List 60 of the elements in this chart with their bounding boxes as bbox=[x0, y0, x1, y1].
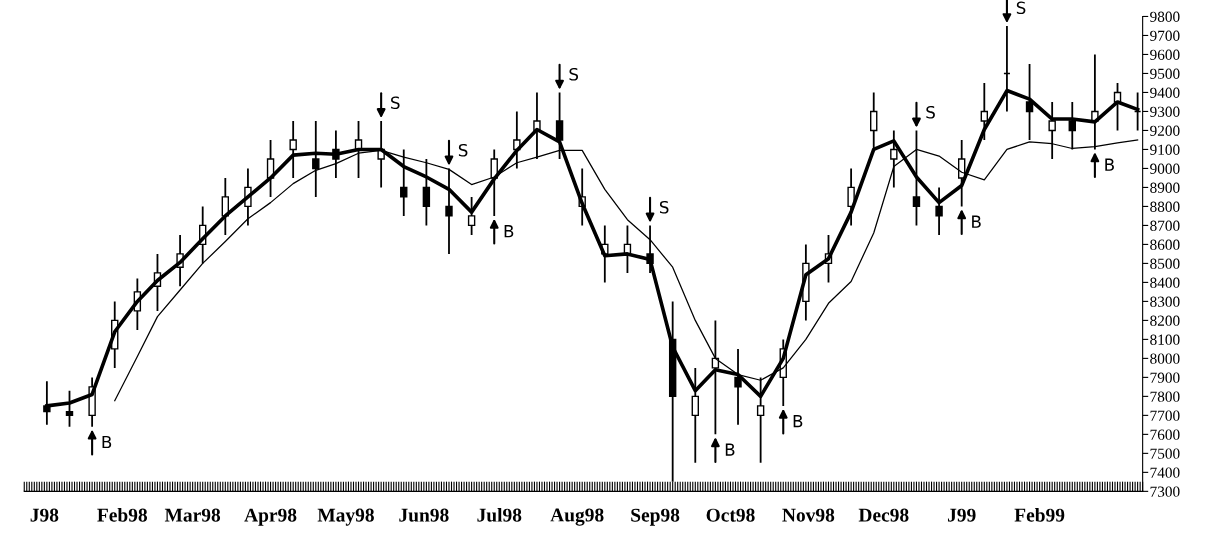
annotation: S bbox=[926, 105, 935, 119]
y-tick-label: 7600 bbox=[1150, 429, 1180, 440]
y-tick-label: 8100 bbox=[1150, 334, 1180, 345]
y-tick-label: 8000 bbox=[1150, 353, 1180, 364]
x-tick-label: Apr98 bbox=[244, 508, 297, 526]
candlestick bbox=[870, 91, 878, 151]
y-tick-label: 8900 bbox=[1150, 182, 1180, 193]
y-tick-label: 8600 bbox=[1150, 239, 1180, 250]
candlestick bbox=[422, 158, 431, 227]
y-tick-label: 8500 bbox=[1150, 258, 1180, 269]
candlestick bbox=[445, 167, 453, 255]
annotation: B bbox=[1105, 158, 1114, 171]
candlestick bbox=[289, 120, 297, 179]
x-tick-label: Jun98 bbox=[399, 508, 449, 522]
y-tick-label: 9100 bbox=[1150, 144, 1180, 155]
annotation: B bbox=[793, 415, 803, 428]
x-tick-label: May98 bbox=[317, 508, 374, 526]
candlestick bbox=[935, 186, 943, 236]
y-tick-label: 9800 bbox=[1150, 11, 1180, 22]
y-tick-label: 8200 bbox=[1150, 315, 1180, 326]
annotation: B bbox=[725, 443, 735, 456]
y-tick-label: 9000 bbox=[1150, 163, 1180, 174]
x-tick-label: Feb98 bbox=[97, 508, 148, 522]
annotation: S bbox=[569, 67, 579, 81]
x-tick-label: Oct98 bbox=[706, 508, 755, 522]
x-tick-label: Sep98 bbox=[631, 508, 680, 526]
annotation: B bbox=[102, 435, 112, 449]
x-tick-label: J98 bbox=[30, 508, 59, 522]
y-tick-label: 8700 bbox=[1150, 220, 1180, 231]
annotation: B bbox=[972, 215, 981, 228]
x-tick-label: Jul98 bbox=[477, 508, 522, 522]
y-tick-label: 7700 bbox=[1150, 410, 1180, 421]
y-tick-label: 9400 bbox=[1150, 87, 1180, 98]
y-tick-label: 7800 bbox=[1150, 391, 1180, 402]
x-tick-label: Nov98 bbox=[782, 508, 835, 522]
y-tick-label: 9300 bbox=[1150, 106, 1180, 117]
x-tick-label: Aug98 bbox=[550, 508, 604, 526]
candlestick bbox=[400, 148, 408, 217]
candlestick bbox=[847, 167, 855, 227]
y-tick-label: 8400 bbox=[1150, 277, 1180, 288]
annotation: S bbox=[1016, 1, 1026, 15]
y-tick-label: 9500 bbox=[1150, 68, 1180, 79]
candlestick bbox=[467, 196, 476, 236]
x-tick-label: Mar98 bbox=[164, 508, 221, 522]
y-tick-label: 7400 bbox=[1150, 467, 1180, 478]
x-tick-label: Dec98 bbox=[858, 508, 909, 522]
y-tick-label: 9600 bbox=[1150, 49, 1180, 60]
y-tick-label: 7900 bbox=[1150, 372, 1180, 383]
x-tick-label: Feb99 bbox=[1014, 508, 1065, 522]
annotation: B bbox=[504, 225, 514, 238]
y-tick-label: 8300 bbox=[1150, 296, 1180, 307]
y-tick-label: 9700 bbox=[1150, 30, 1180, 41]
annotation: S bbox=[659, 200, 669, 214]
x-tick-label: J99 bbox=[947, 508, 976, 522]
y-tick-label: 7500 bbox=[1150, 448, 1180, 459]
annotation: S bbox=[391, 96, 400, 110]
y-tick-label: 8800 bbox=[1150, 201, 1180, 212]
annotation: S bbox=[458, 143, 468, 157]
y-tick-label: 7300 bbox=[1150, 486, 1180, 497]
y-tick-label: 9200 bbox=[1150, 125, 1180, 136]
